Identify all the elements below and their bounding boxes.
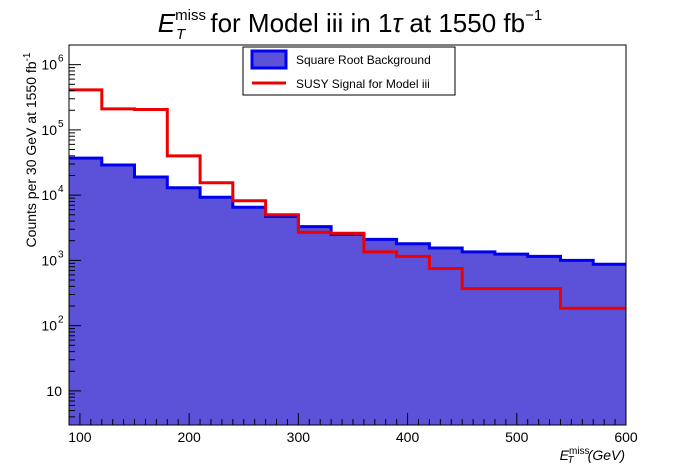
plot-frame <box>68 44 627 426</box>
x-tick-label: 100 <box>68 429 92 445</box>
background-bin-6 <box>265 216 299 425</box>
signal-series-line <box>69 88 626 310</box>
y-tick-label: 10 <box>41 57 57 73</box>
background-bin-1 <box>101 165 136 425</box>
x-tick-label: 200 <box>177 429 201 445</box>
y-tick-label-exponent: 2 <box>58 315 64 326</box>
chart-title: Emiss T for Model iii in 1τ at 1550 fb−1 <box>158 7 542 43</box>
legend-swatch-background <box>250 49 288 70</box>
background-bin-11 <box>429 248 463 425</box>
x-axis-title: Emiss T (GeV) <box>560 446 625 466</box>
y-tick-label: 10 <box>41 252 57 268</box>
y-axis-title: Counts per 30 GeV at 1550 fb-1 <box>22 52 39 247</box>
background-bin-7 <box>298 226 332 425</box>
background-bin-3 <box>167 187 201 425</box>
plot-area <box>69 88 627 425</box>
x-tick-label: 300 <box>287 429 311 445</box>
y-tick-label-exponent: 6 <box>58 54 64 65</box>
legend-label-signal: SUSY Signal for Model iii <box>296 77 430 91</box>
y-tick-label: 10 <box>41 187 57 203</box>
legend-label-background: Square Root Background <box>296 53 431 67</box>
y-tick-label-exponent: 5 <box>58 119 64 130</box>
background-bin-10 <box>396 243 430 425</box>
x-tick-label: 600 <box>614 429 638 445</box>
x-tick-label: 500 <box>505 429 529 445</box>
legend: Square Root Background SUSY Signal for M… <box>242 46 456 96</box>
y-tick-label: 10 <box>41 318 57 334</box>
background-bin-0 <box>69 158 103 425</box>
background-bin-5 <box>232 207 267 425</box>
background-bin-9 <box>363 239 398 425</box>
x-axis: 100 200 300 400 500 600 <box>68 413 638 445</box>
y-tick-label-exponent: 3 <box>58 249 64 260</box>
y-tick-label: 10 <box>41 122 57 138</box>
background-bin-15 <box>560 260 594 425</box>
background-bin-16 <box>593 264 627 425</box>
background-bin-8 <box>331 234 365 425</box>
y-tick-label-exponent: 4 <box>58 184 64 195</box>
y-tick-label: 10 <box>46 383 62 399</box>
background-bin-12 <box>462 251 496 425</box>
background-bin-14 <box>527 256 561 425</box>
x-tick-label: 400 <box>396 429 420 445</box>
background-bin-2 <box>134 177 168 425</box>
background-bin-4 <box>200 197 234 425</box>
background-bin-13 <box>494 254 529 425</box>
